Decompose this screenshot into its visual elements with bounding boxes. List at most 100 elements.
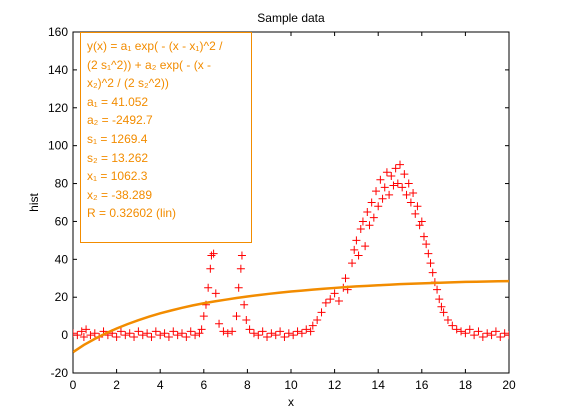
data-point (236, 264, 245, 273)
data-point (271, 331, 280, 340)
data-point (293, 327, 302, 336)
data-point (240, 300, 249, 309)
data-point (199, 312, 208, 321)
data-point (234, 283, 243, 292)
data-point (258, 327, 267, 336)
chart-title: Sample data (257, 11, 325, 25)
data-point (134, 327, 143, 336)
x-tick-label: 4 (157, 378, 164, 392)
param-a2: a₂ = -2492.7 (87, 113, 153, 128)
data-point (372, 187, 381, 196)
x-tick-label: 14 (372, 378, 386, 392)
data-point (249, 329, 258, 338)
data-point (474, 327, 483, 336)
data-point (112, 333, 121, 342)
x-tick-label: 10 (284, 378, 298, 392)
data-point (330, 289, 339, 298)
data-point (143, 329, 152, 338)
x-tick-label: 8 (244, 378, 251, 392)
data-point (263, 333, 272, 342)
y-tick-label: 100 (48, 139, 68, 153)
data-point (391, 164, 400, 173)
fit-equation-line-3: x₂)^2 / (2 s₂^2)) (87, 76, 169, 91)
data-point (365, 221, 374, 230)
data-point (211, 289, 220, 298)
data-point (160, 329, 169, 338)
data-point (186, 327, 195, 336)
data-point (378, 194, 387, 203)
data-point (302, 325, 311, 334)
data-point (417, 217, 426, 226)
data-point (169, 327, 178, 336)
data-point (182, 333, 191, 342)
data-point (396, 160, 404, 169)
data-point (402, 190, 411, 199)
data-point (358, 217, 367, 226)
x-tick-label: 20 (502, 378, 516, 392)
y-tick-label: 120 (48, 101, 68, 115)
data-point (361, 242, 370, 251)
data-point (156, 331, 165, 340)
y-axis-label: hist (27, 193, 41, 212)
data-point (500, 329, 509, 338)
data-point (173, 331, 182, 340)
x-tick-label: 2 (113, 378, 120, 392)
data-point (380, 183, 389, 192)
data-point (387, 171, 396, 180)
data-point (317, 308, 326, 317)
data-point (321, 298, 330, 307)
data-point (151, 327, 160, 336)
data-point (204, 283, 213, 292)
param-s1: s₁ = 1269.4 (87, 131, 148, 146)
data-point (116, 327, 125, 336)
data-point (276, 327, 285, 336)
data-point (197, 325, 206, 334)
y-tick-label: 40 (55, 252, 69, 266)
x-tick-label: 16 (415, 378, 429, 392)
data-point (491, 327, 500, 336)
data-point (209, 249, 218, 258)
data-point (77, 327, 86, 336)
data-point (435, 295, 444, 304)
data-point (178, 329, 186, 338)
data-point (385, 190, 394, 199)
data-point (138, 331, 147, 340)
data-point (369, 213, 378, 222)
data-point (334, 297, 343, 306)
data-point (237, 251, 246, 260)
y-tick-label: 20 (55, 290, 69, 304)
data-point (376, 175, 385, 184)
param-s2: s₂ = 13.262 (87, 150, 149, 165)
data-point (437, 302, 446, 311)
data-point (411, 209, 420, 218)
data-point (478, 333, 487, 342)
data-point (191, 331, 200, 340)
data-point (409, 189, 418, 198)
data-point (426, 259, 435, 268)
data-point (228, 327, 237, 336)
data-point (461, 329, 470, 338)
data-point (419, 232, 428, 241)
data-point (73, 331, 82, 340)
data-point (483, 329, 492, 338)
x-tick-label: 12 (328, 378, 342, 392)
data-point (73, 329, 77, 338)
data-point (223, 329, 232, 338)
data-point (406, 198, 415, 207)
data-point (215, 319, 224, 328)
data-point (242, 315, 251, 324)
data-point (354, 251, 363, 260)
data-point (413, 202, 422, 211)
data-point (487, 331, 496, 340)
data-point (465, 325, 474, 334)
data-point (352, 236, 361, 245)
data-point (457, 327, 466, 336)
y-tick-label: 160 (48, 25, 68, 39)
data-point (433, 285, 442, 294)
param-x1: x₁ = 1062.3 (87, 169, 148, 184)
data-point (404, 179, 413, 188)
data-point (470, 331, 479, 340)
fit-curve (73, 279, 509, 354)
data-point (400, 170, 409, 179)
